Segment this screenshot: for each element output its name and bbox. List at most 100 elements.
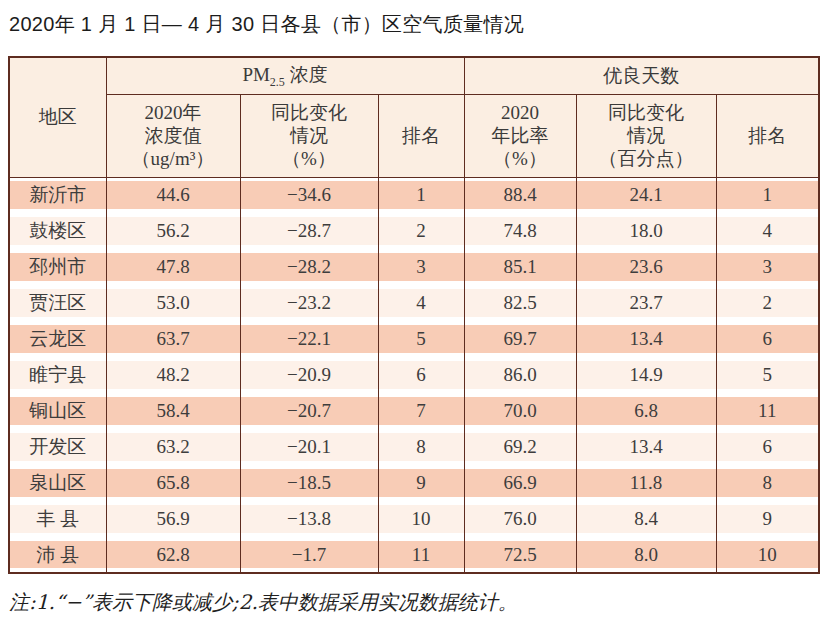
page: 2020年 1 月 1 日— 4 月 30 日各县（市）区空气质量情况 地区 P… <box>0 0 825 616</box>
footnote: 注:1.“−”表示下降或减少;2.表中数据采用实况数据统计。 <box>9 589 825 616</box>
pm-value-cell: 53.0 <box>106 285 240 321</box>
good-rank-cell: 10 <box>716 537 819 573</box>
header-good-days-group: 优良天数 <box>464 57 819 94</box>
table-row: 贾汪区 53.0 −23.2 4 82.5 23.7 2 <box>9 285 819 321</box>
good-change-cell: 14.9 <box>576 357 716 393</box>
good-change-cell: 24.1 <box>576 177 716 213</box>
region-cell: 鼓楼区 <box>9 213 106 249</box>
header-pm-rank: 排名 <box>378 94 464 177</box>
table-body: 新沂市 44.6 −34.6 1 88.4 24.1 1 鼓楼区 56.2 −2… <box>9 177 819 573</box>
region-cell: 泉山区 <box>9 465 106 501</box>
pm-value-cell: 44.6 <box>106 177 240 213</box>
good-rank-cell: 2 <box>716 285 819 321</box>
table-row: 新沂市 44.6 −34.6 1 88.4 24.1 1 <box>9 177 819 213</box>
good-rate-cell: 72.5 <box>464 537 576 573</box>
header-pm-value: 2020年 浓度值 （ug/m³） <box>106 94 240 177</box>
air-quality-table: 地区 PM2.5 浓度 优良天数 2020年 浓度值 （ug/m³） 同比变化 … <box>8 56 820 574</box>
pm-rank-cell: 3 <box>378 249 464 285</box>
page-title: 2020年 1 月 1 日— 4 月 30 日各县（市）区空气质量情况 <box>0 0 825 38</box>
good-change-cell: 8.4 <box>576 501 716 537</box>
good-change-cell: 13.4 <box>576 429 716 465</box>
pm-change-cell: −18.5 <box>240 465 378 501</box>
good-change-cell: 18.0 <box>576 213 716 249</box>
header-good-change: 同比变化 情况 （百分点） <box>576 94 716 177</box>
good-change-cell: 23.6 <box>576 249 716 285</box>
pm-rank-cell: 2 <box>378 213 464 249</box>
pm-rank-cell: 1 <box>378 177 464 213</box>
region-cell: 开发区 <box>9 429 106 465</box>
pm-label-suffix: 浓度 <box>285 64 328 85</box>
good-rate-cell: 74.8 <box>464 213 576 249</box>
pm-value-cell: 65.8 <box>106 465 240 501</box>
pm-value-cell: 63.7 <box>106 321 240 357</box>
pm-rank-cell: 11 <box>378 537 464 573</box>
region-cell: 铜山区 <box>9 393 106 429</box>
pm-change-cell: −20.1 <box>240 429 378 465</box>
table-row: 沛 县 62.8 −1.7 11 72.5 8.0 10 <box>9 537 819 573</box>
good-change-cell: 23.7 <box>576 285 716 321</box>
table-row: 泉山区 65.8 −18.5 9 66.9 11.8 8 <box>9 465 819 501</box>
pm-change-cell: −20.7 <box>240 393 378 429</box>
pm-change-cell: −22.1 <box>240 321 378 357</box>
good-change-cell: 6.8 <box>576 393 716 429</box>
good-rank-cell: 3 <box>716 249 819 285</box>
good-rate-cell: 85.1 <box>464 249 576 285</box>
good-change-cell: 13.4 <box>576 321 716 357</box>
good-rank-cell: 8 <box>716 465 819 501</box>
pm-change-cell: −13.8 <box>240 501 378 537</box>
header-pm-change: 同比变化 情况 （%） <box>240 94 378 177</box>
table-row: 铜山区 58.4 −20.7 7 70.0 6.8 11 <box>9 393 819 429</box>
pm-rank-cell: 4 <box>378 285 464 321</box>
header-pm-group: PM2.5 浓度 <box>106 57 464 94</box>
pm-change-cell: −23.2 <box>240 285 378 321</box>
table-header: 地区 PM2.5 浓度 优良天数 2020年 浓度值 （ug/m³） 同比变化 … <box>9 57 819 177</box>
good-rate-cell: 76.0 <box>464 501 576 537</box>
region-cell: 云龙区 <box>9 321 106 357</box>
pm-change-cell: −1.7 <box>240 537 378 573</box>
pm-rank-cell: 10 <box>378 501 464 537</box>
pm-rank-cell: 8 <box>378 429 464 465</box>
region-cell: 邳州市 <box>9 249 106 285</box>
good-rank-cell: 6 <box>716 429 819 465</box>
pm-change-cell: −28.7 <box>240 213 378 249</box>
good-rank-cell: 9 <box>716 501 819 537</box>
header-group-row: 地区 PM2.5 浓度 优良天数 <box>9 57 819 94</box>
table-row: 开发区 63.2 −20.1 8 69.2 13.4 6 <box>9 429 819 465</box>
pm-change-cell: −20.9 <box>240 357 378 393</box>
pm-rank-cell: 5 <box>378 321 464 357</box>
table-row: 云龙区 63.7 −22.1 5 69.7 13.4 6 <box>9 321 819 357</box>
pm-label-subscript: 2.5 <box>270 75 285 89</box>
pm-rank-cell: 9 <box>378 465 464 501</box>
table-row: 丰 县 56.9 −13.8 10 76.0 8.4 9 <box>9 501 819 537</box>
good-rate-cell: 66.9 <box>464 465 576 501</box>
pm-value-cell: 56.9 <box>106 501 240 537</box>
good-change-cell: 8.0 <box>576 537 716 573</box>
good-rank-cell: 6 <box>716 321 819 357</box>
region-cell: 丰 县 <box>9 501 106 537</box>
header-sub-row: 2020年 浓度值 （ug/m³） 同比变化 情况 （%） 排名 2020 年比… <box>9 94 819 177</box>
header-good-rate: 2020 年比率 （%） <box>464 94 576 177</box>
header-region: 地区 <box>9 57 106 177</box>
pm-value-cell: 58.4 <box>106 393 240 429</box>
good-rank-cell: 4 <box>716 213 819 249</box>
pm-rank-cell: 7 <box>378 393 464 429</box>
table-row: 邳州市 47.8 −28.2 3 85.1 23.6 3 <box>9 249 819 285</box>
pm-value-cell: 56.2 <box>106 213 240 249</box>
table-row: 睢宁县 48.2 −20.9 6 86.0 14.9 5 <box>9 357 819 393</box>
region-cell: 睢宁县 <box>9 357 106 393</box>
good-rate-cell: 70.0 <box>464 393 576 429</box>
pm-value-cell: 62.8 <box>106 537 240 573</box>
good-rate-cell: 88.4 <box>464 177 576 213</box>
good-rank-cell: 1 <box>716 177 819 213</box>
region-cell: 贾汪区 <box>9 285 106 321</box>
good-rate-cell: 69.7 <box>464 321 576 357</box>
good-rate-cell: 82.5 <box>464 285 576 321</box>
pm-change-cell: −28.2 <box>240 249 378 285</box>
region-cell: 沛 县 <box>9 537 106 573</box>
pm-rank-cell: 6 <box>378 357 464 393</box>
good-rank-cell: 11 <box>716 393 819 429</box>
good-rate-cell: 86.0 <box>464 357 576 393</box>
header-good-rank: 排名 <box>716 94 819 177</box>
good-change-cell: 11.8 <box>576 465 716 501</box>
pm-change-cell: −34.6 <box>240 177 378 213</box>
